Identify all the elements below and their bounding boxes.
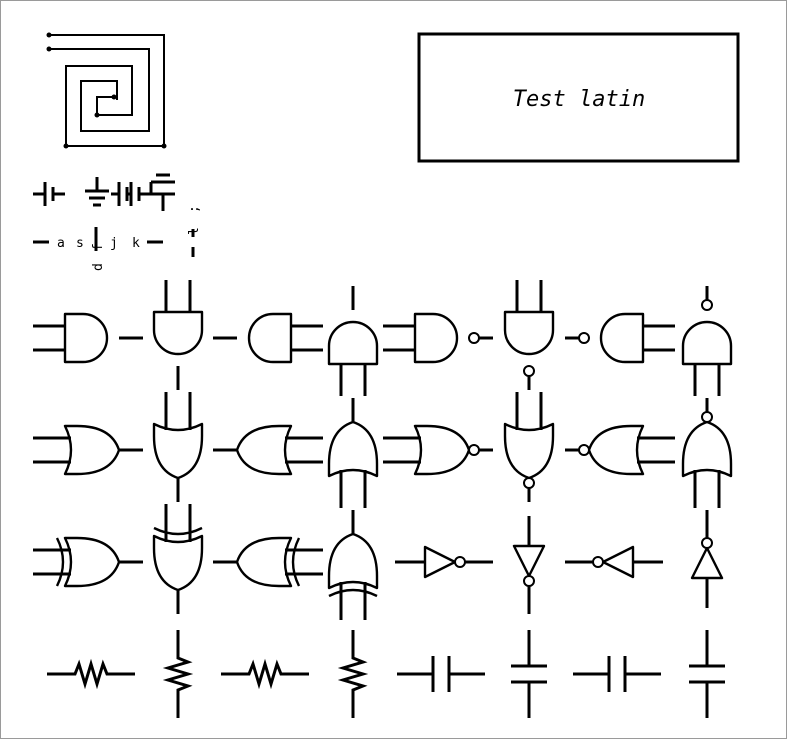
and-gate (213, 312, 323, 364)
xor-gate (152, 504, 204, 614)
key-label-a: a (57, 236, 65, 251)
nand-gate (565, 312, 675, 364)
nor-gate (503, 392, 555, 502)
nand-gate (503, 280, 555, 390)
capacitor (689, 630, 725, 718)
not-gate (395, 545, 493, 579)
spiral-wire (46, 32, 167, 149)
resistor (337, 630, 369, 718)
not-gate (512, 516, 546, 614)
resistor (221, 658, 309, 690)
xor-gate (327, 510, 379, 620)
and-gate (327, 286, 379, 396)
or-gate (327, 398, 379, 508)
nor-gate (681, 398, 733, 508)
key-label-semicolon: ; (187, 205, 202, 213)
capacitor (511, 630, 547, 718)
passive-component-row (47, 630, 725, 718)
resistor (162, 630, 194, 718)
capacitor (397, 656, 485, 692)
nor-gate (565, 424, 675, 476)
nand-gate (681, 286, 733, 396)
title-text: Test latin (513, 87, 645, 112)
xor-gate (33, 536, 143, 588)
key-label-j: j (110, 236, 118, 251)
key-label-s: s (76, 236, 84, 251)
key-label-l: l (187, 227, 202, 235)
logic-gate-grid (33, 280, 733, 620)
and-gate (152, 280, 204, 390)
or-gate (33, 424, 143, 476)
key-label-f: f (91, 243, 106, 251)
capacitor (573, 656, 661, 692)
key-label-k: k (132, 236, 140, 251)
not-gate (690, 510, 724, 608)
not-gate (565, 545, 663, 579)
nor-gate (383, 424, 493, 476)
xor-gate (213, 536, 323, 588)
nand-gate (383, 312, 493, 364)
and-gate (33, 312, 143, 364)
key-wires: a s d f j k l ; (33, 205, 202, 271)
resistor (47, 658, 135, 690)
or-gate (152, 392, 204, 502)
key-label-d: d (91, 263, 106, 271)
or-gate (213, 424, 323, 476)
battery-symbols (33, 173, 175, 211)
title-box: Test latin (417, 32, 740, 163)
